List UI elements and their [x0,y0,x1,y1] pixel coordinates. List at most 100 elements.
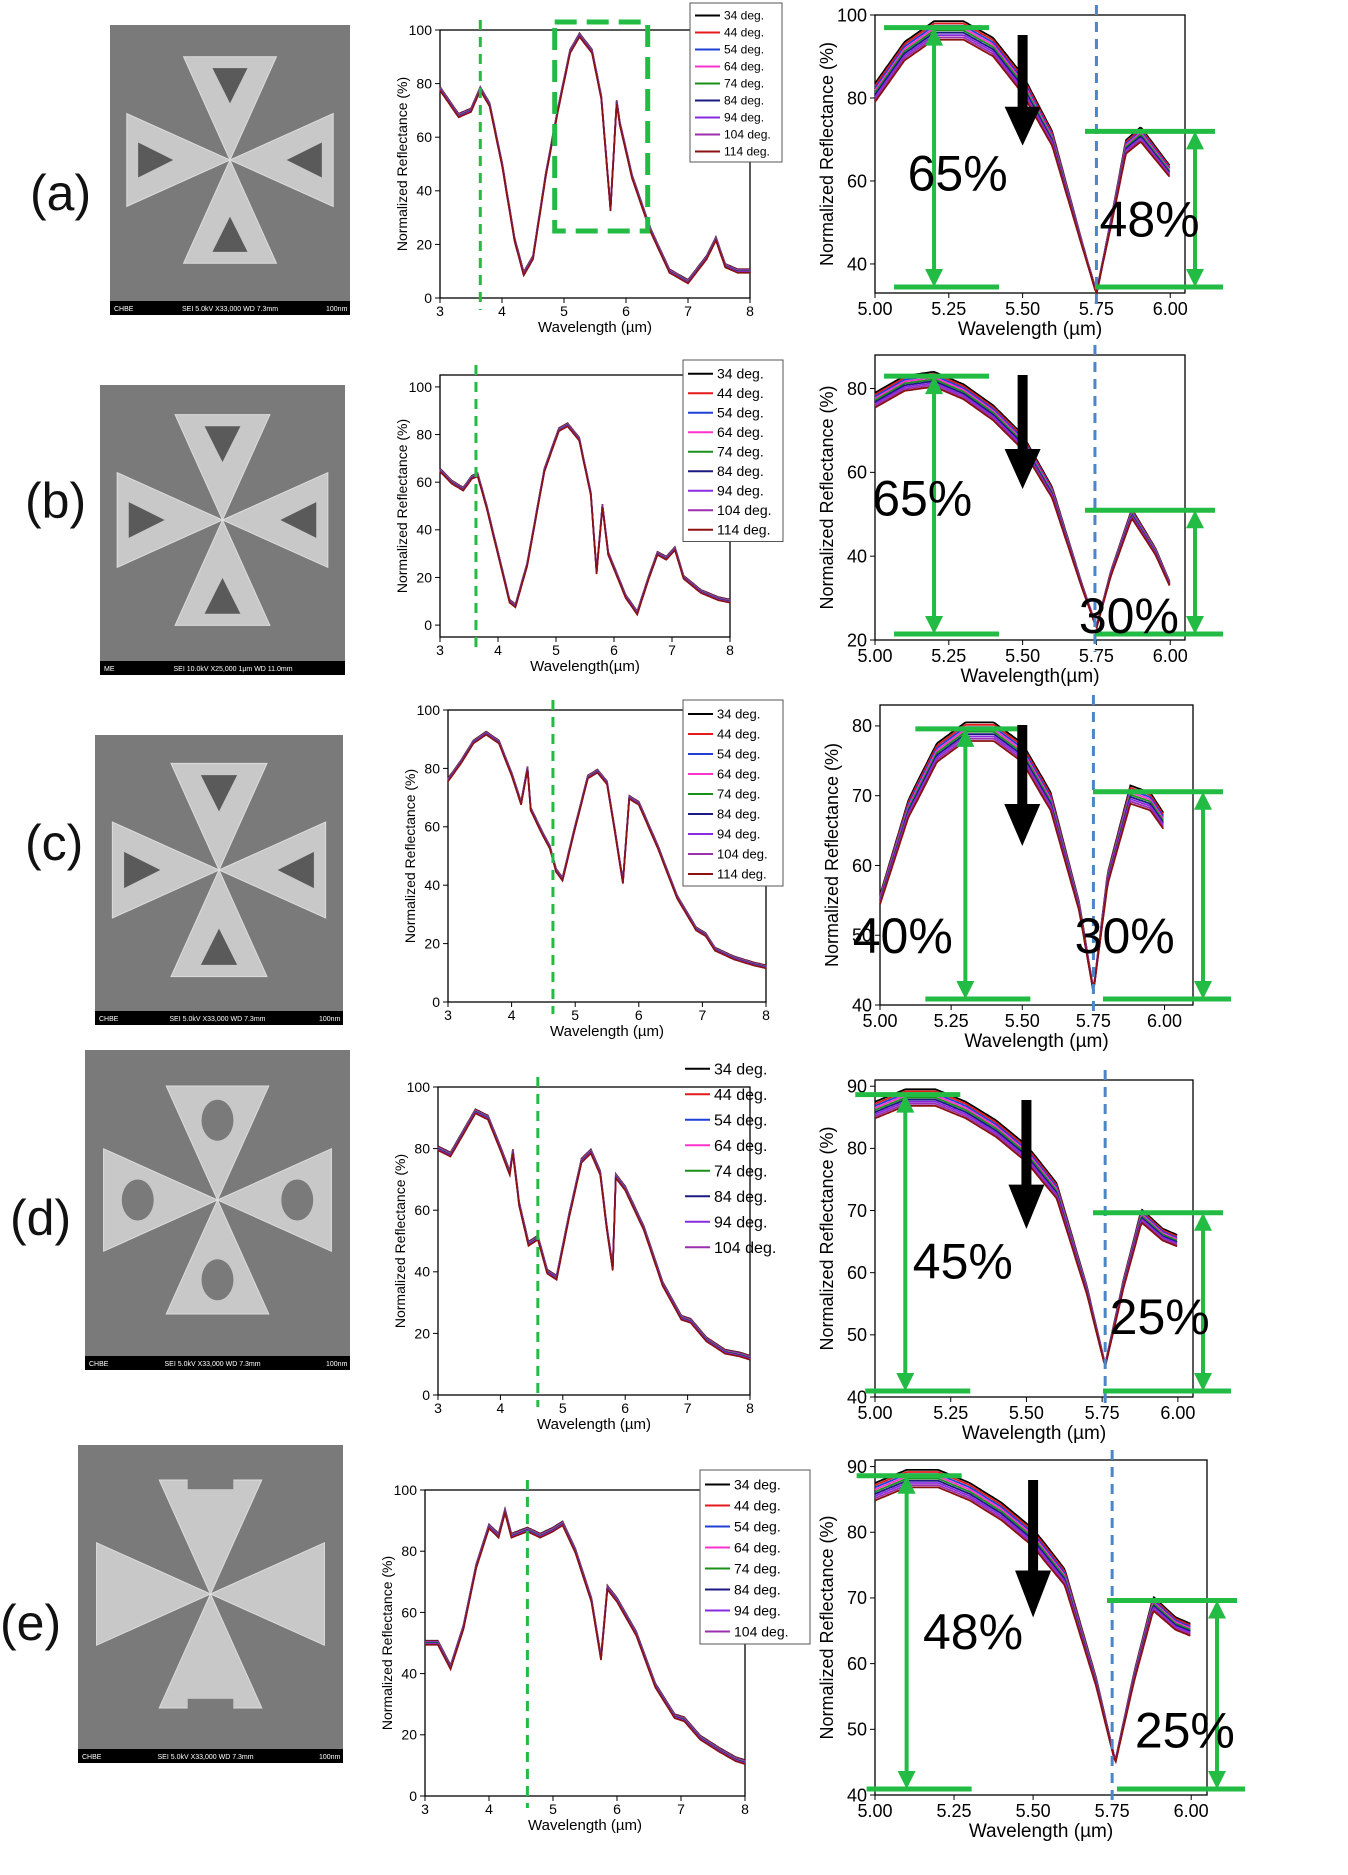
x-tick-label: 3 [436,303,444,319]
y-tick-label: 60 [847,1263,867,1283]
y-tick-label: 40 [847,1785,867,1805]
x-tick-label: 4 [494,642,502,658]
y-tick-label: 80 [414,1141,430,1157]
y-axis-label: Normalized Reflectance (%) [394,77,410,251]
sem-hole [200,775,238,812]
x-tick-label: 3 [421,1801,429,1817]
x-tick-label: 8 [741,1801,749,1817]
sem-info-bar [100,661,345,675]
range-arrow-head [925,27,944,46]
trend-arrow-head [1004,106,1041,146]
x-tick-label: 5.00 [857,299,892,319]
range-arrow-head [1186,616,1204,634]
sem-label-mid: SEI 5.0kV X33,000 WD 7.3mm [182,306,278,313]
legend-entry: 104 deg. [717,502,772,518]
y-tick-label: 20 [847,630,867,650]
plot-frame [439,29,751,299]
x-tick-label: 6 [613,1801,621,1817]
legend: 34 deg. 44 deg. 54 deg. 64 deg. 74 deg. 84 de… [699,1469,811,1645]
y-tick-label: 80 [847,1523,867,1543]
sem-triangle [174,518,271,626]
legend-entry: 94 deg. [714,1214,767,1231]
series-line [425,1508,746,1763]
sem-image: CHBE SEI 5.0kV X33,000 WD 7.3mm 100nm [110,25,350,315]
series-line [437,1110,751,1360]
y-axis-label: Normalized Reflectance (%) [394,419,410,593]
y-tick-label: 60 [424,819,440,835]
legend-entry: 94 deg. [724,111,764,125]
range-arrow-head [1194,981,1212,999]
sem-triangle [126,112,232,208]
trend-arrow-head [1004,449,1041,489]
sem-image: CHBE SEI 5.0kV X33,000 WD 7.3mm 100nm [95,735,343,1025]
plot-frame [874,14,1186,294]
series-line [425,1505,746,1761]
y-axis-label: Normalized Reflectance (%) [402,769,418,943]
legend-entry: 54 deg. [717,405,764,421]
legend-entry: 64 deg. [717,767,760,782]
series-line [425,1507,746,1763]
x-tick-label: 6.00 [1160,1403,1195,1423]
sem-triangle [228,112,334,208]
sem-triangle [103,1147,219,1253]
y-tick-label: 40 [416,183,432,199]
x-tick-label: 7 [699,1007,707,1023]
legend-entry: 54 deg. [714,1112,767,1129]
legend-entry: 104 deg. [714,1240,776,1257]
y-tick-label: 60 [847,463,867,483]
legend-entry: 104 deg. [734,1623,789,1639]
plot-frame [879,704,1194,1006]
x-tick-label: 5 [560,303,568,319]
legend-entry: 64 deg. [724,60,764,74]
legend-entry: 64 deg. [717,424,764,440]
legend-entry: 94 deg. [717,827,760,842]
x-axis-label: Wavelength (µm) [964,1031,1108,1052]
x-tick-label: 5.00 [857,1403,892,1423]
legend-entry: 84 deg. [714,1189,767,1206]
sem-label-right: 100nm [319,1754,341,1761]
range-arrow-head [956,728,975,747]
legend-entry: 54 deg. [724,43,764,57]
x-tick-label: 4 [485,1801,493,1817]
legend: 34 deg. 44 deg. 54 deg. 64 deg. 74 deg. 84 de… [682,359,784,542]
sem-label-left: ME [104,666,115,673]
x-tick-label: 5 [559,1400,567,1416]
sem-triangle [182,56,278,162]
series-line [425,1508,746,1764]
sem-hole [286,142,322,178]
sem-triangle [111,821,221,919]
x-axis-label: Wavelength (µm) [958,319,1102,340]
series-line [437,1109,751,1359]
panel-label: (b) [25,473,86,529]
y-tick-label: 60 [847,1654,867,1674]
sem-hole [200,928,238,965]
legend-entry: 54 deg. [717,747,760,762]
sem-hole [138,142,174,178]
y-tick-label: 50 [847,1720,867,1740]
x-axis-label: Wavelength (µm) [528,1817,642,1834]
y-tick-label: 20 [414,1325,430,1341]
y-tick-label: 70 [852,786,872,806]
y-tick-label: 70 [847,1588,867,1608]
x-tick-label: 5.50 [1005,646,1040,666]
legend-entry: 64 deg. [734,1539,781,1555]
sem-triangle [182,158,278,264]
y-tick-label: 40 [414,1264,430,1280]
y-tick-label: 0 [409,1788,417,1804]
legend-entry: 34 deg. [734,1476,781,1492]
legend-entry: 114 deg. [717,867,767,882]
y-axis-label: Normalized Reflectance (%) [379,1556,395,1730]
sem-label-right: 100nm [326,306,348,313]
y-tick-label: 0 [424,290,432,306]
x-axis-label: Wavelength(µm) [960,666,1099,687]
x-tick-label: 6 [622,303,630,319]
sem-hole [124,851,161,889]
y-tick-label: 40 [847,1387,867,1407]
legend-entry: 64 deg. [714,1138,767,1155]
y-tick-label: 0 [432,994,440,1010]
y-axis-label: Normalized Reflectance (%) [817,385,837,609]
legend-entry: 94 deg. [717,483,764,499]
sem-triangle [116,471,224,569]
range-arrow-head [925,269,944,287]
